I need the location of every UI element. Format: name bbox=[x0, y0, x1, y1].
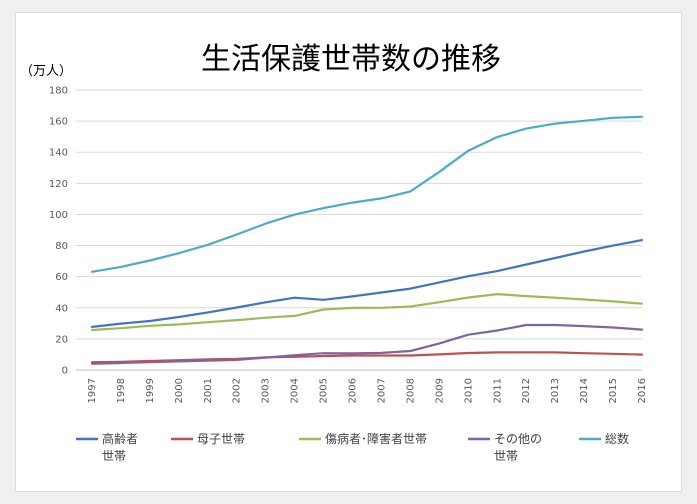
y-tick-label: 160 bbox=[49, 117, 68, 128]
x-tick-label: 2003 bbox=[261, 378, 272, 403]
legend-label: 世帯 bbox=[494, 449, 518, 463]
x-tick-label: 2004 bbox=[290, 378, 301, 403]
y-tick-label: 100 bbox=[49, 210, 68, 221]
y-tick-label: 140 bbox=[49, 148, 68, 159]
y-tick-label: 40 bbox=[55, 303, 68, 314]
x-tick-label: 2007 bbox=[376, 378, 387, 403]
x-tick-label: 2016 bbox=[637, 378, 648, 403]
x-tick-label: 2005 bbox=[319, 378, 330, 403]
x-tick-label: 1997 bbox=[87, 378, 98, 403]
legend-label: 母子世帯 bbox=[197, 432, 245, 446]
legend-label: 傷病者･障害者世帯 bbox=[325, 431, 427, 446]
series-line-0 bbox=[90, 239, 644, 328]
y-axis-unit-label: （万人） bbox=[20, 64, 72, 79]
x-axis-tick-labels: 1997 1998 1999 2000 2001 2002 2003 2004 2005 2006… bbox=[87, 378, 648, 403]
series-line-1 bbox=[90, 351, 644, 364]
x-tick-label: 2002 bbox=[232, 378, 243, 403]
legend-label: 高齢者 bbox=[102, 431, 138, 446]
x-tick-label: 2010 bbox=[463, 378, 474, 403]
x-tick-label: 2015 bbox=[608, 378, 619, 403]
chart-title: 生活保護世帯数の推移 bbox=[201, 42, 501, 77]
x-tick-label: 2001 bbox=[203, 378, 214, 403]
chart-card: 生活保護世帯数の推移 （万人） 0 20 40 60 80 100 120 140 160 180… bbox=[15, 12, 682, 492]
x-tick-label: 2012 bbox=[521, 378, 532, 403]
y-axis-tick-labels: 0 20 40 60 80 100 120 140 160 180 bbox=[49, 86, 68, 377]
x-tick-label: 1999 bbox=[145, 378, 156, 403]
series-lines bbox=[90, 115, 644, 365]
y-tick-label: 180 bbox=[49, 86, 68, 97]
y-tick-label: 20 bbox=[55, 334, 68, 345]
legend-label: 世帯 bbox=[102, 449, 126, 463]
x-tick-label: 2013 bbox=[550, 378, 561, 403]
x-tick-label: 2009 bbox=[434, 378, 445, 403]
y-tick-label: 0 bbox=[62, 366, 68, 377]
series-line-4 bbox=[90, 115, 644, 273]
gridlines bbox=[76, 89, 642, 340]
x-tick-label: 2014 bbox=[579, 378, 590, 403]
line-chart: 生活保護世帯数の推移 （万人） 0 20 40 60 80 100 120 140 160 180… bbox=[20, 42, 648, 463]
y-tick-label: 80 bbox=[55, 241, 68, 252]
x-tick-label: 1998 bbox=[116, 378, 127, 403]
y-tick-label: 60 bbox=[55, 272, 68, 283]
y-tick-label: 120 bbox=[49, 179, 68, 190]
series-line-3 bbox=[90, 323, 644, 365]
series-line-2 bbox=[90, 293, 644, 332]
legend-label: 総数 bbox=[605, 431, 629, 446]
x-tick-label: 2006 bbox=[348, 378, 359, 403]
x-tick-label: 2000 bbox=[174, 378, 185, 403]
x-tick-label: 2011 bbox=[492, 378, 503, 403]
x-tick-label: 2008 bbox=[405, 378, 416, 403]
legend-label: その他の bbox=[494, 432, 542, 446]
